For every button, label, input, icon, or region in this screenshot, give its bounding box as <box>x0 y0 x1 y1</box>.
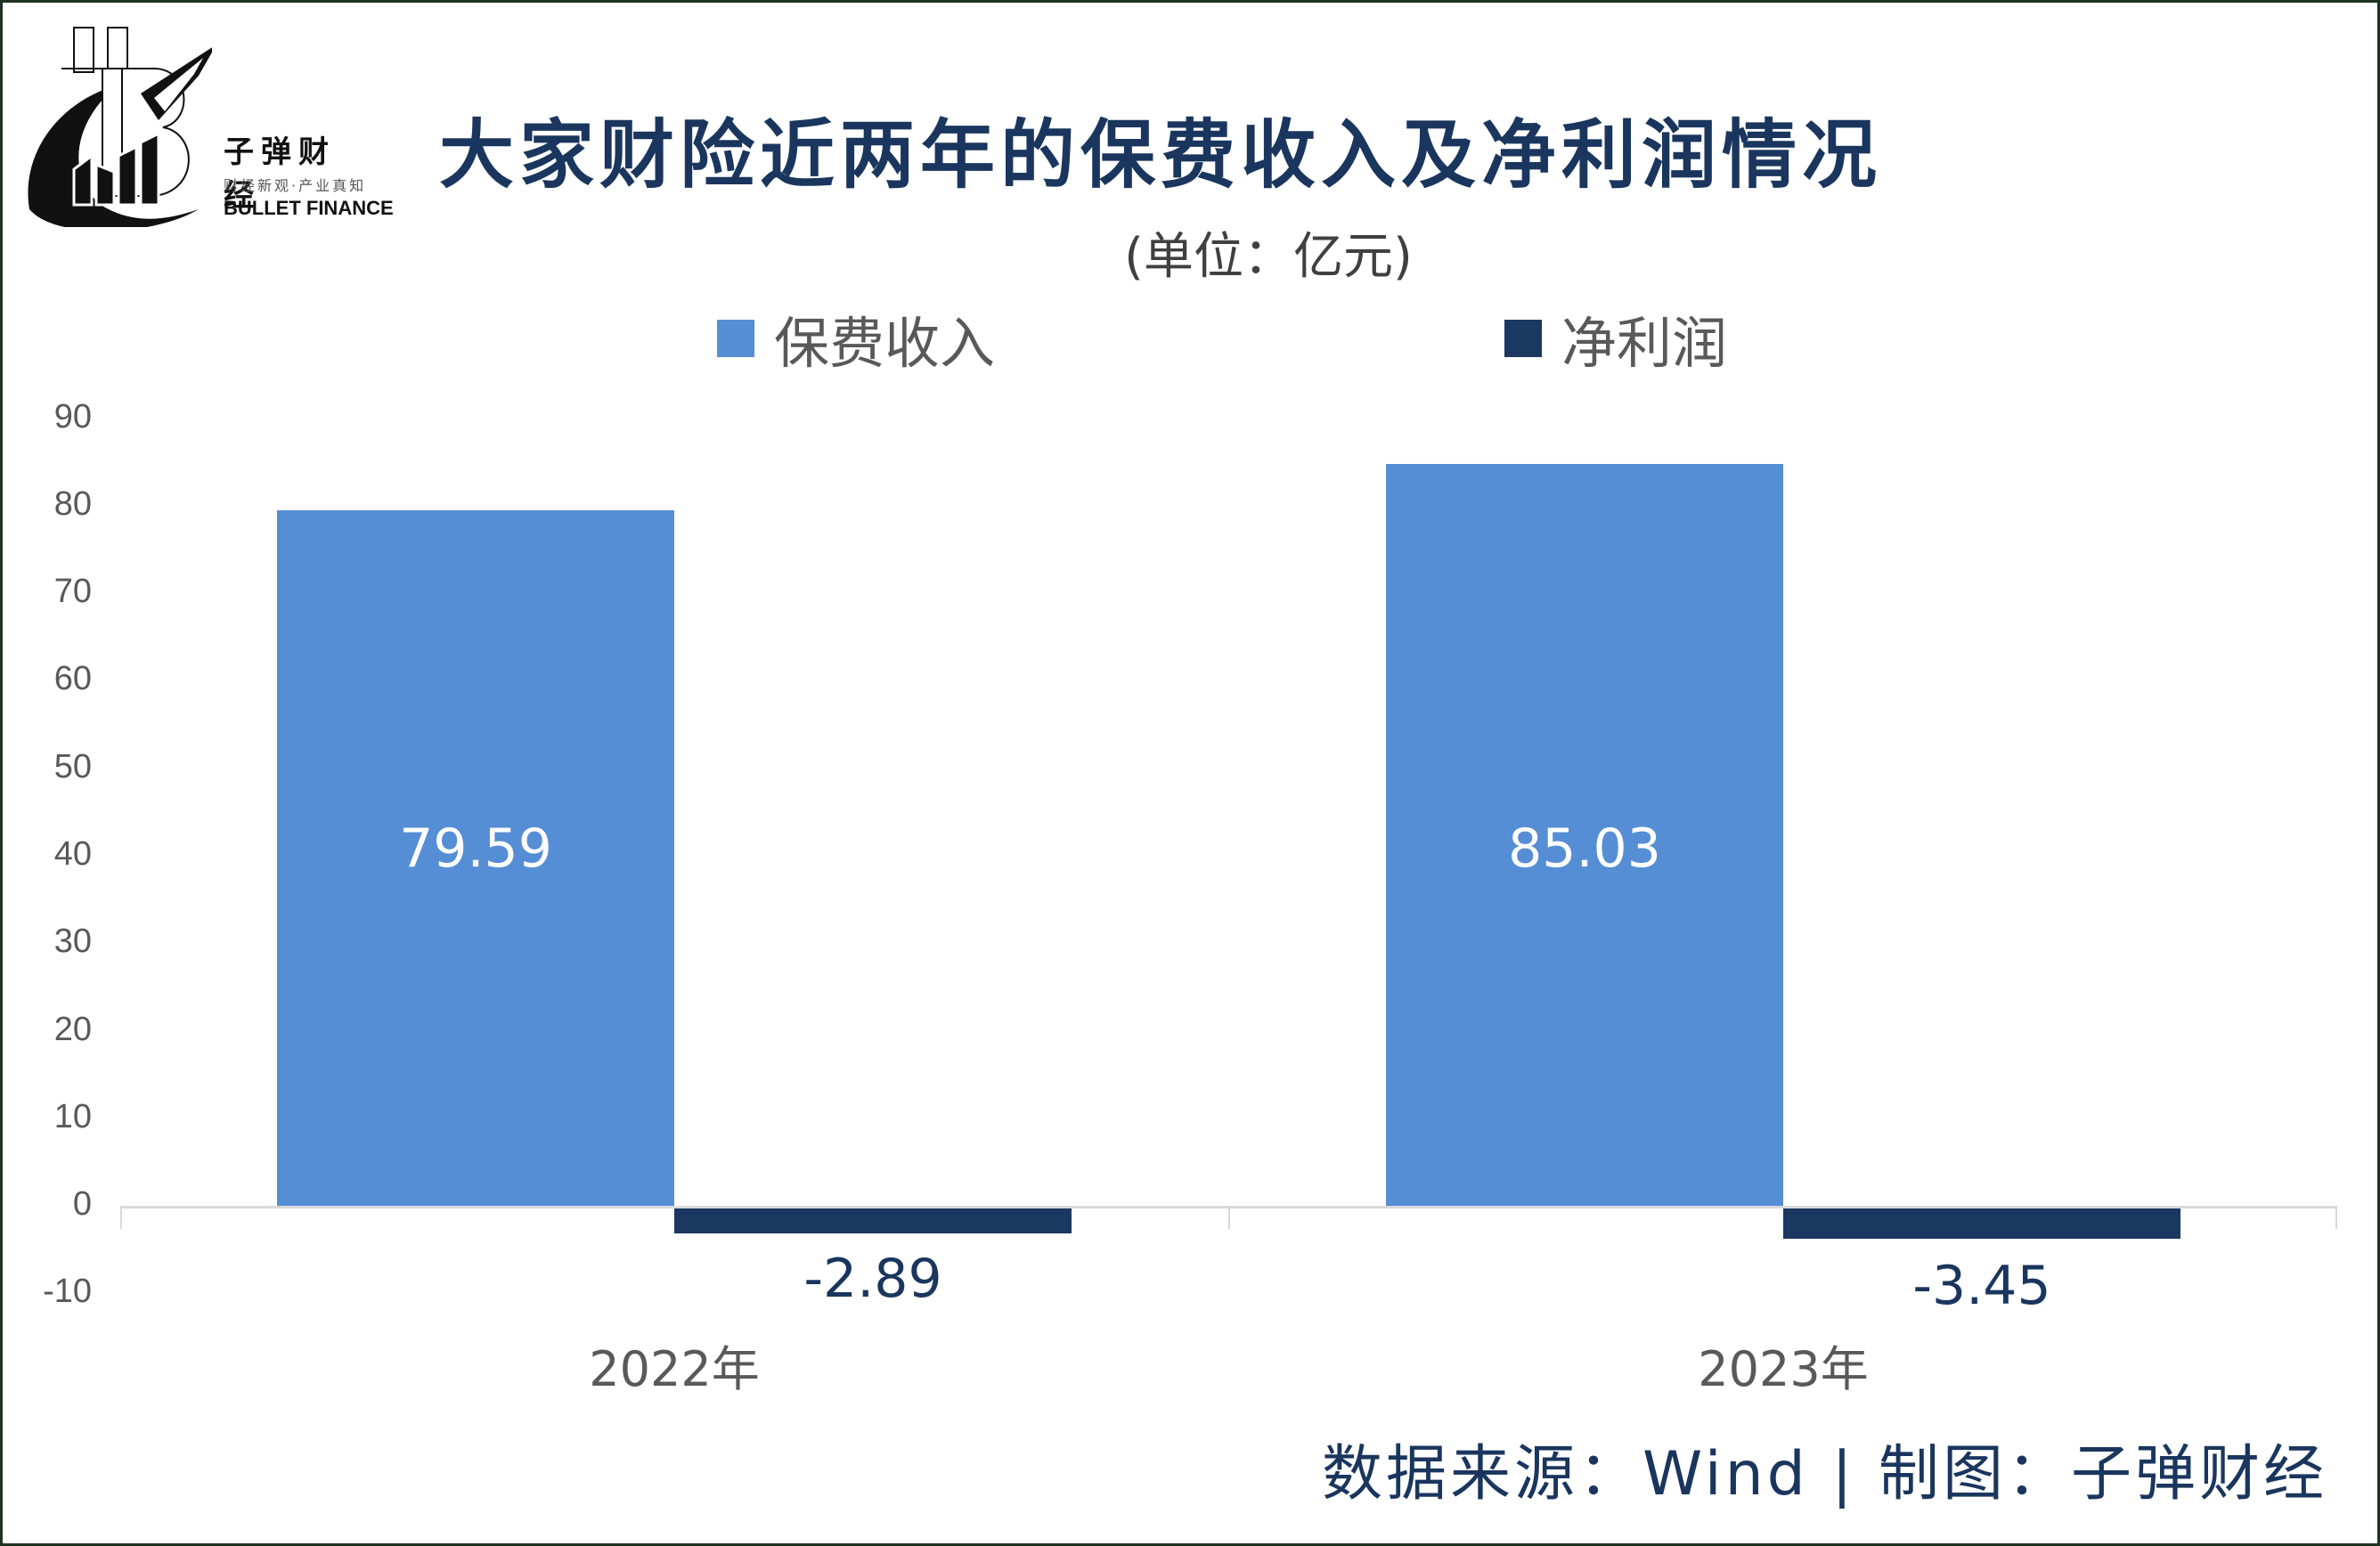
legend-swatch-premium <box>717 320 754 357</box>
bar-label-net-profit-2022: -2.89 <box>803 1248 942 1310</box>
chart-legend: 保费收入 净利润 <box>3 298 2380 378</box>
y-tick: 40 <box>53 835 92 873</box>
y-tick: 30 <box>53 923 92 960</box>
category-divider <box>1228 1208 1230 1229</box>
bar-net-profit-2023 <box>1783 1208 2180 1239</box>
bar-label-premium-2022: 79.59 <box>399 818 552 880</box>
logo-name-cn: 子弹财经 <box>224 134 336 214</box>
category-divider <box>120 1208 122 1229</box>
y-tick: 90 <box>53 398 92 435</box>
y-tick: 70 <box>53 573 92 610</box>
y-tick: 0 <box>72 1185 92 1223</box>
y-tick: 60 <box>53 660 92 697</box>
legend-item-premium: 保费收入 <box>717 298 995 378</box>
y-tick: 20 <box>53 1011 92 1048</box>
source-credit: 数据来源：Wind | 制图：子弹财经 <box>1321 1439 2327 1509</box>
x-axis-baseline <box>120 1206 2337 1208</box>
logo-name-en: BULLET FINANCE <box>224 197 394 219</box>
bar-net-profit-2022 <box>674 1208 1072 1233</box>
bar-label-premium-2023: 85.03 <box>1508 818 1661 880</box>
brand-logo: 子弹财经 财经新观·产业真知 BULLET FINANCE <box>20 22 394 227</box>
y-tick: 80 <box>53 485 92 523</box>
y-tick: 10 <box>53 1098 92 1135</box>
y-tick: -10 <box>43 1273 92 1310</box>
bar-label-net-profit-2023: -3.45 <box>1912 1255 2051 1317</box>
category-divider <box>2335 1208 2337 1229</box>
chart-title: 大家财险近两年的保费收入及净利润情况 <box>439 111 1883 199</box>
bar-premium-2022 <box>277 510 674 1207</box>
bar-premium-2023 <box>1386 464 1783 1207</box>
x-category-2023: 2023年 <box>1698 1341 1869 1397</box>
legend-swatch-net-profit <box>1504 320 1542 357</box>
chart-subtitle: (单位：亿元) <box>1124 228 1413 286</box>
legend-label-net-profit: 净利润 <box>1561 311 1728 376</box>
bitcoin-bullet-logo-icon <box>28 27 212 227</box>
logo-slogan: 财经新观·产业真知 <box>224 177 367 194</box>
legend-item-net-profit: 净利润 <box>1504 298 1727 378</box>
y-tick: 50 <box>53 748 92 785</box>
x-category-2022: 2022年 <box>589 1341 760 1397</box>
legend-label-premium: 保费收入 <box>774 311 996 376</box>
